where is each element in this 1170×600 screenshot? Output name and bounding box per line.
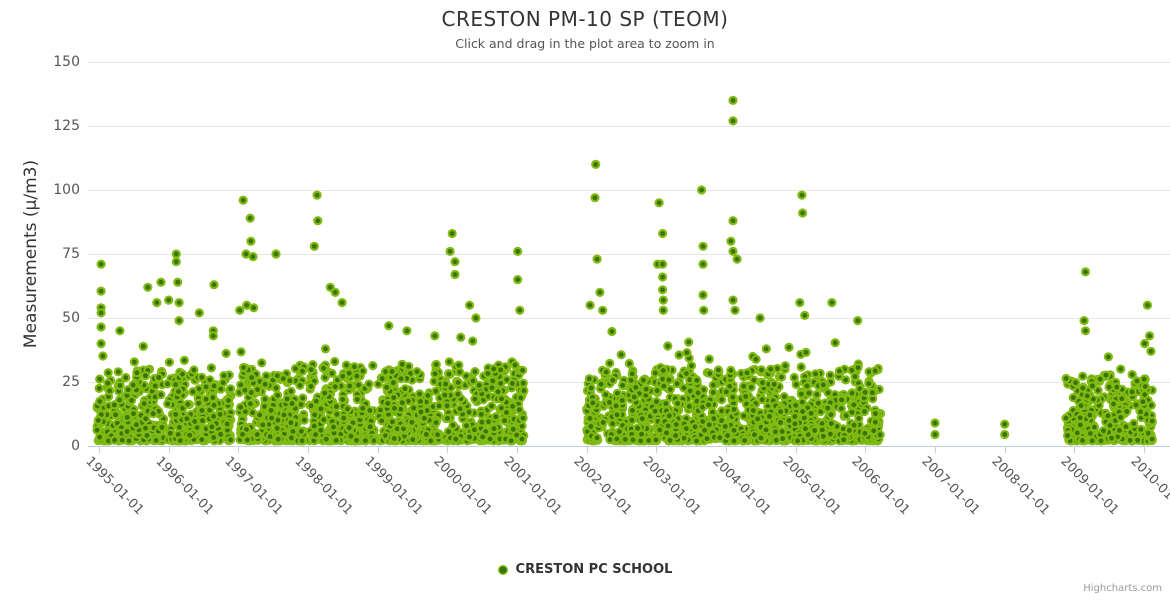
y-axis-label: 100 <box>53 182 80 198</box>
x-axis-tick <box>795 447 797 453</box>
y-axis-label: 25 <box>62 374 80 390</box>
x-axis-tick <box>308 447 309 453</box>
y-axis-label: 75 <box>62 246 80 262</box>
x-axis-tick <box>447 447 449 453</box>
x-axis-tick <box>1074 447 1076 453</box>
gridline <box>88 62 1170 63</box>
x-axis-tick <box>516 447 518 453</box>
chart-subtitle: Click and drag in the plot area to zoom … <box>455 36 715 51</box>
x-axis-tick <box>238 447 240 453</box>
legend-item[interactable]: CRESTON PC SCHOOL <box>515 562 673 577</box>
x-axis-tick <box>934 447 936 453</box>
chart-title: CRESTON PM-10 SP (TEOM) <box>441 7 729 31</box>
highcharts-credits-link[interactable]: Highcharts.com <box>1083 583 1162 594</box>
legend: CRESTON PC SCHOOL <box>0 562 1170 577</box>
x-axis-tick <box>1143 447 1145 453</box>
x-axis-tick <box>377 447 379 453</box>
gridline <box>88 190 1170 191</box>
x-axis-tick <box>99 447 100 453</box>
y-axis-label: 150 <box>53 54 80 70</box>
gridline <box>88 318 1170 319</box>
y-axis-label: 0 <box>71 438 80 454</box>
x-axis-tick <box>168 447 170 453</box>
y-axis-label: 125 <box>53 118 80 134</box>
x-axis-tick <box>656 447 658 453</box>
gridline <box>88 126 1170 127</box>
x-axis-tick <box>865 447 867 453</box>
x-axis-tick <box>725 447 727 453</box>
gridline <box>88 446 1170 447</box>
legend-marker-icon <box>497 564 508 575</box>
x-axis-tick <box>1004 447 1006 453</box>
x-axis-tick <box>586 447 588 453</box>
y-axis-label: 50 <box>62 310 80 326</box>
gridline <box>88 254 1170 255</box>
